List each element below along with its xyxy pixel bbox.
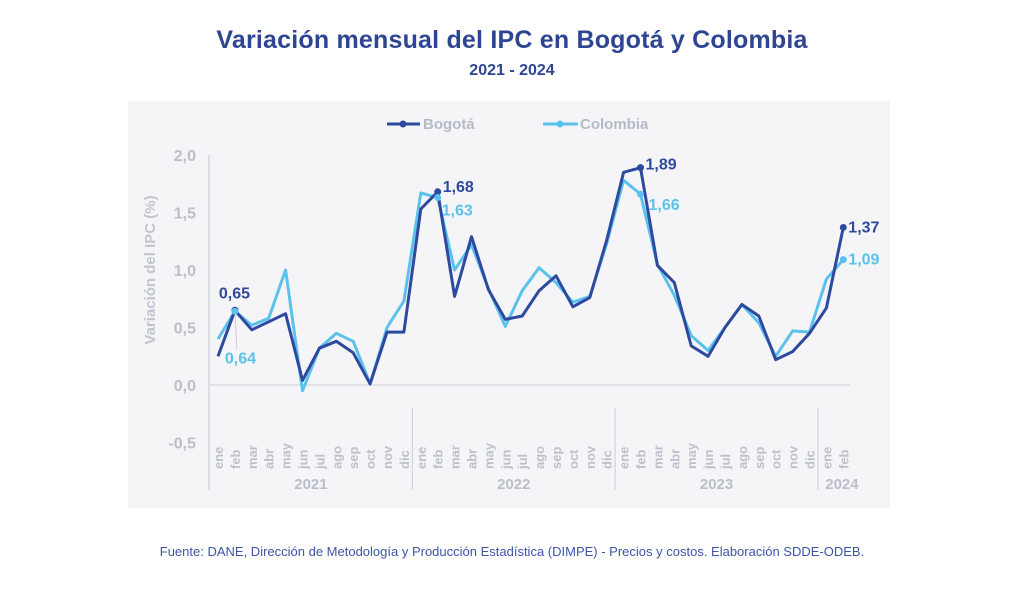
year-label: 2023 bbox=[700, 476, 733, 493]
x-tick-label: abr bbox=[465, 449, 480, 469]
data-point-marker bbox=[637, 164, 644, 172]
x-tick-label: ene bbox=[819, 447, 834, 469]
data-label: 0,64 bbox=[225, 350, 256, 367]
x-tick-label: mar bbox=[448, 445, 463, 469]
data-label: 1,89 bbox=[646, 157, 677, 174]
chart-subtitle: 2021 - 2024 bbox=[469, 62, 555, 79]
x-tick-label: feb bbox=[836, 449, 851, 469]
x-tick-label: mar bbox=[245, 445, 260, 469]
legend-marker-colombia bbox=[556, 120, 564, 128]
source-note: Fuente: DANE, Dirección de Metodología y… bbox=[159, 544, 865, 559]
x-tick-label: dic bbox=[803, 450, 818, 469]
legend-item-bogota[interactable]: Bogotá bbox=[387, 116, 475, 133]
x-tick-label: feb bbox=[228, 449, 243, 469]
x-tick-label: oct bbox=[769, 449, 784, 469]
data-label: 1,66 bbox=[649, 197, 680, 214]
x-tick-label: ago bbox=[735, 446, 750, 469]
x-tick-label: jun bbox=[701, 449, 716, 470]
y-tick-label: 0,0 bbox=[174, 378, 196, 395]
x-tick-label: feb bbox=[431, 449, 446, 469]
legend-marker-bogota bbox=[399, 120, 407, 128]
chart-title: Variación mensual del IPC en Bogotá y Co… bbox=[216, 26, 808, 54]
y-tick-label: -0,5 bbox=[168, 436, 196, 453]
data-point-marker bbox=[434, 188, 442, 196]
legend-item-colombia[interactable]: Colombia bbox=[543, 116, 649, 133]
x-tick-label: ene bbox=[617, 447, 632, 469]
annotation-leader-line bbox=[234, 311, 238, 350]
x-tick-label: ene bbox=[414, 447, 429, 469]
data-label: 0,65 bbox=[219, 285, 250, 302]
data-label: 1,68 bbox=[443, 179, 474, 196]
legend-label-bogota: Bogotá bbox=[423, 116, 475, 133]
x-tick-label: nov bbox=[583, 445, 598, 469]
x-tick-label: ago bbox=[329, 446, 344, 469]
x-tick-label: ene bbox=[211, 447, 226, 469]
x-tick-label: oct bbox=[363, 449, 378, 469]
x-tick-label: may bbox=[279, 442, 294, 469]
x-tick-label: nov bbox=[786, 445, 801, 469]
data-point-marker bbox=[434, 194, 442, 202]
x-tick-label: jun bbox=[296, 449, 311, 470]
x-tick-label: jul bbox=[718, 454, 733, 470]
data-label: 1,63 bbox=[442, 203, 473, 220]
legend-label-colombia: Colombia bbox=[580, 116, 649, 133]
y-tick-label: 1,0 bbox=[174, 263, 196, 280]
y-tick-label: 1,5 bbox=[174, 206, 196, 223]
legend: Bogotá Colombia bbox=[387, 116, 649, 133]
data-label: 1,09 bbox=[848, 252, 879, 269]
year-label: 2022 bbox=[497, 476, 530, 493]
x-tick-label: sep bbox=[752, 447, 767, 469]
y-axis-label: Variación del IPC (%) bbox=[142, 195, 159, 344]
x-tick-label: jul bbox=[312, 454, 327, 470]
series-line-colombia bbox=[216, 178, 845, 393]
x-tick-label: may bbox=[684, 442, 699, 469]
x-tick-label: may bbox=[481, 442, 496, 469]
x-tick-label: dic bbox=[397, 450, 412, 469]
x-tick-label: abr bbox=[667, 449, 682, 469]
x-tick-label: sep bbox=[346, 447, 361, 469]
x-tick-label: oct bbox=[566, 449, 581, 469]
x-tick-label: mar bbox=[650, 445, 665, 469]
data-label: 1,37 bbox=[848, 219, 879, 236]
series-line-bogota bbox=[216, 166, 845, 386]
x-tick-label: dic bbox=[600, 450, 615, 469]
y-tick-label: 2,0 bbox=[174, 148, 196, 165]
data-point-marker bbox=[231, 307, 239, 315]
data-point-marker bbox=[637, 190, 644, 198]
data-point-marker bbox=[839, 223, 847, 231]
x-tick-label: abr bbox=[262, 449, 277, 469]
x-tick-label: feb bbox=[634, 449, 649, 469]
x-tick-label: jun bbox=[498, 449, 513, 470]
chart-panel bbox=[128, 101, 890, 508]
data-point-marker bbox=[839, 256, 847, 264]
x-tick-label: sep bbox=[549, 447, 564, 469]
year-label: 2024 bbox=[825, 476, 859, 493]
x-tick-label: jul bbox=[515, 454, 530, 470]
x-tick-label: nov bbox=[380, 445, 395, 469]
x-tick-label: ago bbox=[532, 446, 547, 469]
y-tick-label: 0,5 bbox=[174, 321, 196, 338]
year-label: 2021 bbox=[294, 476, 327, 493]
